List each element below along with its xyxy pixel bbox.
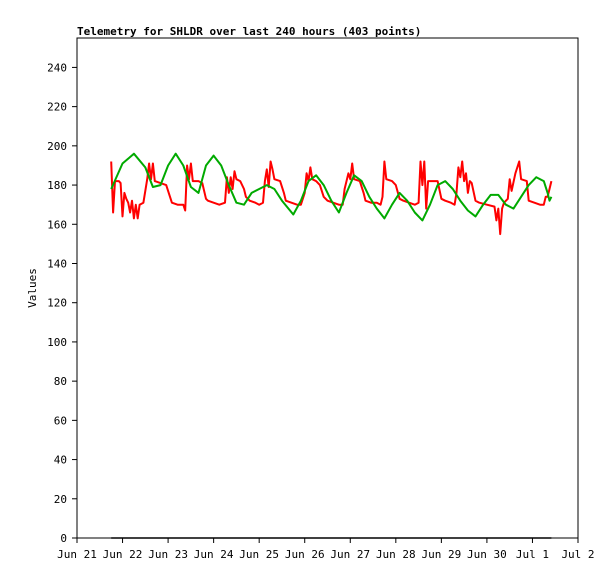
x-tick-label: Jul 1: [516, 548, 549, 561]
series-line-1: [110, 160, 553, 236]
y-axis: 0 20 40 60 80 100 120 140 160 180 200 220 240: [47, 61, 77, 545]
y-tick-label: 0: [60, 532, 67, 545]
y-axis-label: Values: [26, 268, 39, 308]
y-tick-label: 140: [47, 257, 67, 270]
x-tick-label: Jun 27: [330, 548, 370, 561]
x-tick-label: Jun 22: [103, 548, 143, 561]
y-tick-label: 120: [47, 297, 67, 310]
y-tick-label: 60: [54, 414, 67, 427]
y-tick-label: 200: [47, 140, 67, 153]
y-tick-label: 220: [47, 101, 67, 114]
series-line-2: [110, 152, 553, 222]
y-tick-label: 160: [47, 218, 67, 231]
x-tick-label: Jun 25: [239, 548, 279, 561]
plot-series: [110, 152, 553, 539]
x-tick-label: Jul 2: [561, 548, 594, 561]
y-tick-label: 240: [47, 61, 67, 74]
y-tick-label: 40: [54, 454, 67, 467]
y-tick-label: 180: [47, 179, 67, 192]
x-axis: Jun 21 Jun 22 Jun 23 Jun 24 Jun 25 Jun 26 Jun …: [57, 538, 595, 561]
x-tick-label: Jun 28: [376, 548, 416, 561]
y-tick-label: 100: [47, 336, 67, 349]
chart-title: Telemetry for SHLDR over last 240 hours …: [77, 25, 421, 38]
x-tick-label: Jun 21: [57, 548, 97, 561]
x-tick-label: Jun 26: [285, 548, 325, 561]
y-tick-label: 80: [54, 375, 67, 388]
x-tick-label: Jun 30: [467, 548, 507, 561]
y-tick-label: 20: [54, 493, 67, 506]
x-tick-label: Jun 23: [148, 548, 188, 561]
plot-frame: [76, 37, 579, 539]
x-tick-label: Jun 24: [194, 548, 234, 561]
x-tick-label: Jun 29: [421, 548, 461, 561]
